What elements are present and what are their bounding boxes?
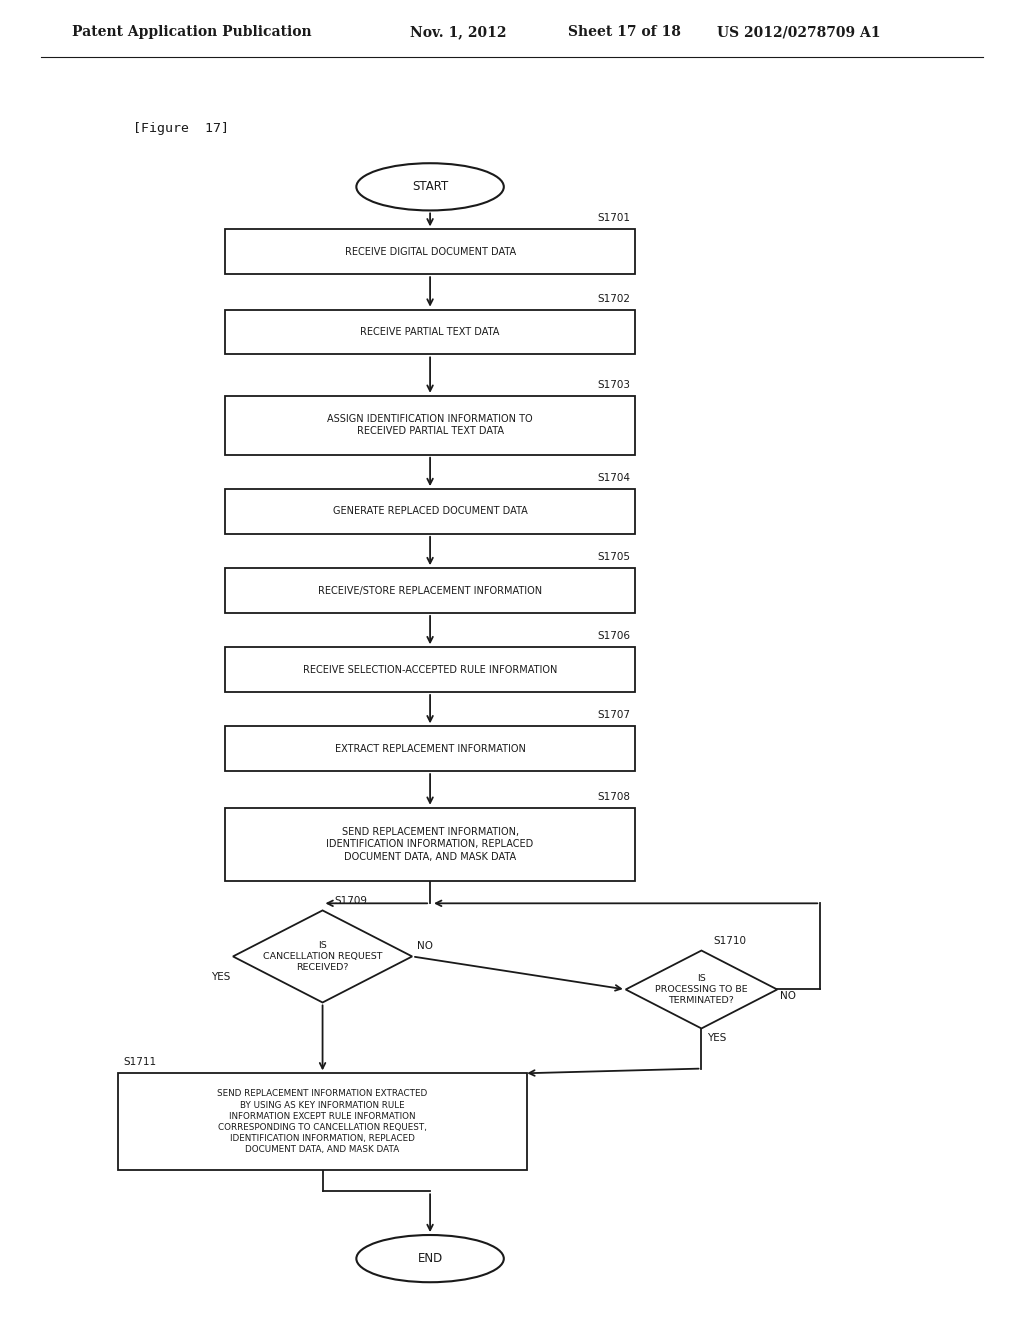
Text: S1707: S1707 xyxy=(598,710,631,721)
Text: RECEIVE DIGITAL DOCUMENT DATA: RECEIVE DIGITAL DOCUMENT DATA xyxy=(344,247,516,257)
Text: Nov. 1, 2012: Nov. 1, 2012 xyxy=(410,25,506,40)
Text: S1704: S1704 xyxy=(598,473,631,483)
Text: S1703: S1703 xyxy=(598,380,631,389)
Text: Patent Application Publication: Patent Application Publication xyxy=(72,25,311,40)
Ellipse shape xyxy=(356,1236,504,1282)
Bar xyxy=(225,808,635,880)
Bar xyxy=(225,488,635,533)
Polygon shape xyxy=(626,950,777,1028)
Text: YES: YES xyxy=(707,1032,726,1043)
Text: S1710: S1710 xyxy=(714,936,746,946)
Bar xyxy=(118,1073,527,1170)
Text: S1702: S1702 xyxy=(598,293,631,304)
Text: ASSIGN IDENTIFICATION INFORMATION TO
RECEIVED PARTIAL TEXT DATA: ASSIGN IDENTIFICATION INFORMATION TO REC… xyxy=(328,414,532,437)
Text: S1709: S1709 xyxy=(335,896,368,906)
Text: SEND REPLACEMENT INFORMATION EXTRACTED
BY USING AS KEY INFORMATION RULE
INFORMAT: SEND REPLACEMENT INFORMATION EXTRACTED B… xyxy=(217,1089,428,1154)
Bar xyxy=(225,647,635,692)
Text: END: END xyxy=(418,1253,442,1265)
Text: RECEIVE SELECTION-ACCEPTED RULE INFORMATION: RECEIVE SELECTION-ACCEPTED RULE INFORMAT… xyxy=(303,664,557,675)
Text: YES: YES xyxy=(212,973,231,982)
Bar xyxy=(225,726,635,771)
Text: [Figure  17]: [Figure 17] xyxy=(133,121,229,135)
Ellipse shape xyxy=(356,164,504,210)
Text: S1706: S1706 xyxy=(598,631,631,642)
Text: START: START xyxy=(412,181,449,193)
Text: IS
CANCELLATION REQUEST
RECEIVED?: IS CANCELLATION REQUEST RECEIVED? xyxy=(263,941,382,972)
Bar xyxy=(225,230,635,275)
Polygon shape xyxy=(233,911,412,1002)
Bar xyxy=(225,568,635,612)
Text: S1711: S1711 xyxy=(123,1057,156,1068)
Bar xyxy=(225,396,635,455)
Text: IS
PROCESSING TO BE
TERMINATED?: IS PROCESSING TO BE TERMINATED? xyxy=(655,974,748,1005)
Text: NO: NO xyxy=(418,941,433,950)
Text: S1708: S1708 xyxy=(598,792,631,801)
Text: S1705: S1705 xyxy=(598,552,631,562)
Text: NO: NO xyxy=(780,991,797,1002)
Text: US 2012/0278709 A1: US 2012/0278709 A1 xyxy=(717,25,881,40)
Text: GENERATE REPLACED DOCUMENT DATA: GENERATE REPLACED DOCUMENT DATA xyxy=(333,507,527,516)
Text: Sheet 17 of 18: Sheet 17 of 18 xyxy=(568,25,681,40)
Text: EXTRACT REPLACEMENT INFORMATION: EXTRACT REPLACEMENT INFORMATION xyxy=(335,743,525,754)
Bar xyxy=(225,310,635,355)
Text: SEND REPLACEMENT INFORMATION,
IDENTIFICATION INFORMATION, REPLACED
DOCUMENT DATA: SEND REPLACEMENT INFORMATION, IDENTIFICA… xyxy=(327,826,534,862)
Text: RECEIVE PARTIAL TEXT DATA: RECEIVE PARTIAL TEXT DATA xyxy=(360,327,500,337)
Text: S1701: S1701 xyxy=(598,214,631,223)
Text: RECEIVE/STORE REPLACEMENT INFORMATION: RECEIVE/STORE REPLACEMENT INFORMATION xyxy=(318,586,542,595)
